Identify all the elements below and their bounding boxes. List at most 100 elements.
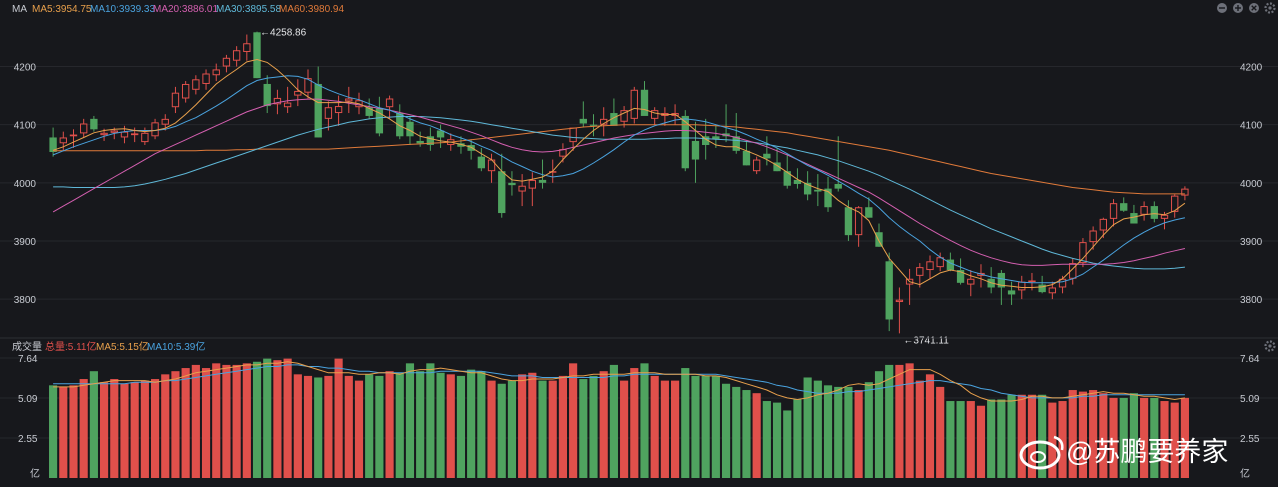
minus-icon[interactable] <box>1217 3 1227 13</box>
candle-body-down <box>701 136 710 146</box>
candle-body-down <box>406 121 414 137</box>
gear-icon[interactable] <box>1264 2 1276 14</box>
candle-body-down <box>712 136 720 140</box>
price-tick-label-right: 4000 <box>1240 179 1263 190</box>
candle-body-up <box>212 69 220 76</box>
volume-bar <box>150 379 160 478</box>
candle-body-up <box>69 134 78 137</box>
candle-body-up <box>283 102 292 108</box>
volume-bar <box>987 399 996 478</box>
volume-bar <box>446 374 455 478</box>
volume-ma10-legend: MA10:5.39亿 <box>147 340 205 353</box>
volume-bar <box>130 382 139 478</box>
ma5-legend: MA5:3954.75 <box>32 4 92 15</box>
candle-body-up <box>202 73 210 84</box>
candle-body-up <box>620 110 628 122</box>
volume-bar <box>1170 402 1179 478</box>
volume-tick-label-right: 2.55 <box>1240 434 1260 445</box>
candle-body-down <box>956 270 965 283</box>
volume-bar <box>140 380 149 478</box>
candle-body-up <box>80 123 88 134</box>
candle-body-down <box>579 118 587 124</box>
plus-icon[interactable] <box>1233 3 1243 13</box>
volume-legend: 成交量 总量:5.11亿 MA5:5.15亿 MA10:5.39亿 <box>12 340 205 353</box>
candle-body-down <box>997 272 1006 288</box>
candle-body-up <box>854 207 863 236</box>
volume-bar <box>691 375 700 478</box>
volume-bar <box>925 374 935 478</box>
volume-bar <box>1017 394 1026 478</box>
volume-bar <box>242 363 251 478</box>
candle-body-up <box>1028 280 1036 283</box>
volume-tick-label-left: 5.09 <box>18 394 38 405</box>
candle-body-up <box>1109 203 1118 219</box>
candle-body-up <box>1079 242 1087 264</box>
ma60-line <box>53 124 1185 195</box>
price-tick-label-left: 4100 <box>14 121 37 132</box>
candle-body-up <box>243 43 251 52</box>
volume-unit-right: 亿 <box>1240 467 1250 480</box>
volume-bar <box>569 363 578 478</box>
candle-body-down <box>824 188 832 208</box>
volume-bar <box>854 390 863 478</box>
volume-bar <box>344 375 353 478</box>
candle-body-up <box>161 118 169 125</box>
candle-body-down <box>436 130 445 138</box>
volume-bar <box>456 375 466 478</box>
volume-bar <box>732 386 741 478</box>
volume-bar <box>671 380 680 478</box>
volume-bar <box>609 364 618 478</box>
candle-body-up <box>222 57 231 67</box>
candle-body-up <box>1089 230 1097 243</box>
candle-body-up <box>59 137 67 144</box>
volume-bar <box>966 401 975 478</box>
candle-body-down <box>426 136 435 146</box>
volume-bar <box>1027 394 1037 478</box>
ma20-line <box>52 98 1186 266</box>
candle-body-down <box>865 207 873 218</box>
volume-bar <box>1119 397 1128 478</box>
candle-body-down <box>1120 203 1128 211</box>
volume-bar <box>650 375 659 478</box>
volume-bar <box>365 374 374 478</box>
volume-bar <box>1129 393 1138 478</box>
price-tick-label-left: 3800 <box>14 295 37 306</box>
volume-bar <box>1078 391 1088 478</box>
volume-tick-label-left: 2.55 <box>18 434 38 445</box>
volume-bar <box>803 377 812 478</box>
volume-gear-icon[interactable] <box>1264 340 1276 352</box>
volume-bar <box>100 382 109 478</box>
candle-body-up <box>110 130 118 133</box>
ma30-line <box>53 116 1185 270</box>
candle-body-up <box>1048 287 1057 294</box>
volume-bar <box>823 385 833 478</box>
candle-body-up <box>304 78 312 93</box>
volume-bar <box>864 382 873 478</box>
volume-bar <box>252 361 262 478</box>
candle-body-down <box>49 137 57 152</box>
volume-bar <box>110 379 119 478</box>
volume-bar <box>385 371 394 478</box>
candle-body-up <box>273 97 282 105</box>
candle-body-up <box>181 83 190 99</box>
candle-body-up <box>1171 195 1179 212</box>
volume-bar <box>620 380 629 478</box>
volume-bar <box>762 401 771 478</box>
volume-bar <box>324 375 333 478</box>
volume-bar <box>579 379 588 478</box>
candle-body-down <box>375 108 384 134</box>
volume-legend-title: 成交量 <box>12 340 42 353</box>
volume-bar <box>263 358 272 478</box>
volume-tick-label-right: 7.64 <box>1240 354 1260 365</box>
price-panel: 3800 3800 3900 3900 4000 4000 4100 4100 4200 4200… <box>0 28 1278 346</box>
volume-bar <box>426 363 435 478</box>
volume-bar <box>772 402 782 478</box>
candle-body-down <box>681 115 689 169</box>
candle-body-up <box>1140 206 1148 215</box>
volume-bar <box>303 375 313 478</box>
volume-bar <box>1099 393 1108 478</box>
candle-body-down <box>457 143 465 147</box>
close-icon[interactable] <box>1249 3 1259 13</box>
